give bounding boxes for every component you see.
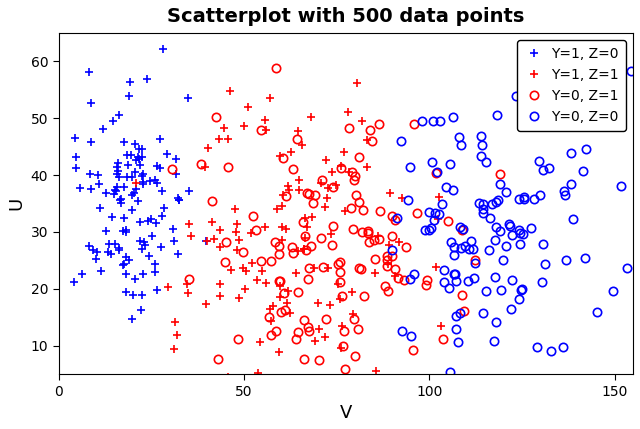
Y=0, Z=0 [491,238,499,243]
Y=0, Z=0 [445,406,453,411]
Y=0, Z=0 [479,202,487,207]
Y=1, Z=1 [248,260,256,265]
Y=0, Z=0 [518,287,525,293]
Y=0, Z=1 [365,239,372,244]
Y=0, Z=1 [369,425,376,429]
Line: Y=0, Z=1: Y=0, Z=1 [168,63,504,429]
Y=1, Z=0 [143,76,151,82]
Y-axis label: U: U [7,197,25,210]
Y=1, Z=0 [128,316,136,321]
Y=0, Z=1 [281,308,289,313]
Line: Y=1, Z=0: Y=1, Z=0 [51,0,210,323]
Legend: Y=1, Z=0, Y=1, Z=1, Y=0, Z=1, Y=0, Z=0: Y=1, Z=0, Y=1, Z=1, Y=0, Z=1, Y=0, Z=0 [517,40,626,131]
Y=1, Z=0 [141,242,148,248]
Title: Scatterplot with 500 data points: Scatterplot with 500 data points [167,7,525,26]
Y=1, Z=1 [395,239,403,244]
Y=0, Z=1 [409,347,417,352]
Y=0, Z=0 [429,118,437,124]
Y=0, Z=1 [394,276,402,281]
X-axis label: V: V [340,404,352,422]
Y=0, Z=1 [222,240,230,245]
Y=0, Z=0 [515,197,523,202]
Y=0, Z=0 [627,69,635,74]
Y=1, Z=0 [120,139,127,145]
Y=1, Z=1 [170,387,177,392]
Line: Y=1, Z=1: Y=1, Z=1 [36,18,445,393]
Y=1, Z=0 [146,178,154,183]
Y=0, Z=0 [458,142,465,148]
Line: Y=0, Z=0: Y=0, Z=0 [388,67,636,413]
Y=0, Z=1 [273,65,280,70]
Y=1, Z=1 [284,288,292,293]
Y=0, Z=0 [435,212,442,217]
Y=1, Z=0 [136,238,144,243]
Y=1, Z=0 [129,174,136,179]
Y=1, Z=1 [436,324,444,329]
Y=1, Z=1 [265,19,273,24]
Y=0, Z=0 [516,241,524,246]
Y=1, Z=1 [184,282,191,287]
Y=1, Z=1 [216,281,223,286]
Y=0, Z=1 [439,337,447,342]
Y=1, Z=1 [276,295,284,300]
Y=1, Z=1 [336,296,344,302]
Y=1, Z=0 [120,184,128,190]
Y=0, Z=1 [289,251,297,256]
Y=0, Z=1 [433,171,440,176]
Y=1, Z=0 [163,152,170,157]
